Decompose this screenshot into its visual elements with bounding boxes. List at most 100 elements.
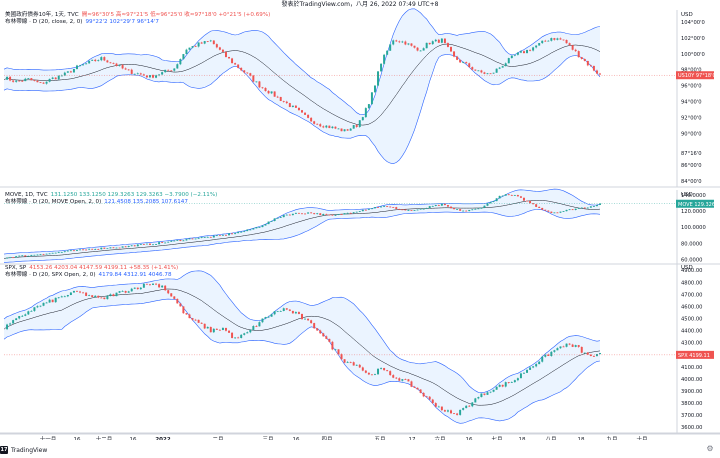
move-candle [346,212,349,214]
spx-candle [212,328,215,333]
us10y-candle [486,73,489,75]
spx-candle [437,406,440,408]
move-bb-label: 布林帶線 · D (20, MOVE Open, 2, 0) [5,199,102,205]
spx-candle [428,396,431,400]
spx-candle [197,319,200,323]
spx-tick-label: 4300.00 [681,341,702,347]
move-candle [580,207,583,209]
us10y-candle [349,128,352,131]
us10y-candle [294,105,297,108]
spx-candle [468,405,471,407]
move-candle [443,203,446,206]
spx-candle [294,312,297,314]
us10y-candle [118,65,121,66]
spx-candle [483,393,486,395]
x-axis-label: 四月 [321,436,332,440]
spx-candle [24,314,27,316]
move-candle [510,194,513,196]
move-candle [60,252,63,253]
spx-candle [377,368,380,375]
us10y-candle [352,125,355,129]
us10y-candle [480,70,483,73]
us10y-candle [91,59,94,61]
move-candle [170,240,173,242]
move-candle [383,206,386,208]
spx-bb-values: 4179.84 4312.91 4046.78 [98,272,172,278]
us10y-candle [215,44,218,48]
move-candle [504,194,507,196]
move-candle [407,210,410,211]
move-candle [440,203,443,206]
us10y-axis-unit: USD [681,12,693,18]
spx-candle [361,367,364,371]
us10y-candle [261,87,264,89]
spx-candle [224,327,227,331]
spx-bb-label: 布林帶線 · D (20, SPX Open, 2, 0) [5,272,96,278]
us10y-candle [550,38,553,41]
move-candle [66,250,69,252]
spx-candle [355,364,358,366]
us10y-candle [392,40,395,45]
move-candle [54,252,57,254]
us10y-candle [258,81,261,88]
move-candle [538,206,541,208]
us10y-tick-label: 94°00'0 [681,99,702,105]
footer: 17 TradingView [0,446,47,454]
spx-candle [416,387,419,390]
us10y-candle [297,107,300,111]
spx-candle [434,403,437,407]
us10y-candle [535,45,538,48]
spx-candle [556,348,559,351]
spx-candle [167,290,170,294]
move-candle [197,237,200,239]
us10y-tick-label: 87°16'0 [681,151,702,157]
gear-icon[interactable]: ⚙ [706,444,714,453]
move-candle [592,206,595,207]
move-candle [12,257,15,259]
us10y-candle [446,43,449,47]
spx-candle [495,386,498,390]
spx-candle [380,368,383,369]
move-candle [152,244,154,246]
spx-candle [535,364,538,367]
move-candle [179,240,182,242]
spx-tick-label: 4600.00 [681,304,702,310]
move-candle [416,209,419,211]
spx-tick-label: 3700.00 [681,413,702,419]
move-candle [419,208,422,210]
x-axis-label: 18 [519,437,526,440]
us10y-candle [285,101,288,104]
move-candle [212,235,215,238]
spx-price-tag-label: SPX 4199.11 [678,353,710,359]
us10y-candle [33,80,36,82]
move-candle [428,206,431,209]
x-axis-label: 三月 [262,436,273,440]
us10y-candle [164,69,167,73]
move-candle [206,236,209,238]
spx-candle [288,309,291,311]
spx-candle [18,316,21,319]
move-candle [343,213,346,215]
us10y-candle [170,70,173,72]
x-axis-label: 七月 [491,435,502,440]
us10y-candle [565,39,568,44]
us10y-candle [477,70,480,72]
us10y-candle [398,41,401,43]
us10y-candle [36,80,39,83]
chart-canvas[interactable]: USD 104°00'0 102°00'0 100°00'0 98°00'0 96°00'… [0,0,720,440]
spx-candle [252,326,255,330]
us10y-candle [319,124,322,127]
spx-candle [9,323,12,325]
move-candle [340,214,343,215]
spx-candle [188,314,191,319]
move-candle [18,255,21,257]
x-axis-label: 二月 [212,436,223,440]
us10y-candle [586,60,589,66]
spx-candle [121,290,124,292]
move-candle [51,252,54,254]
spx-candle [465,405,468,409]
spx-candle [124,290,127,293]
spx-candle [316,328,319,331]
spx-candle [544,354,547,357]
us10y-candle [69,71,72,73]
